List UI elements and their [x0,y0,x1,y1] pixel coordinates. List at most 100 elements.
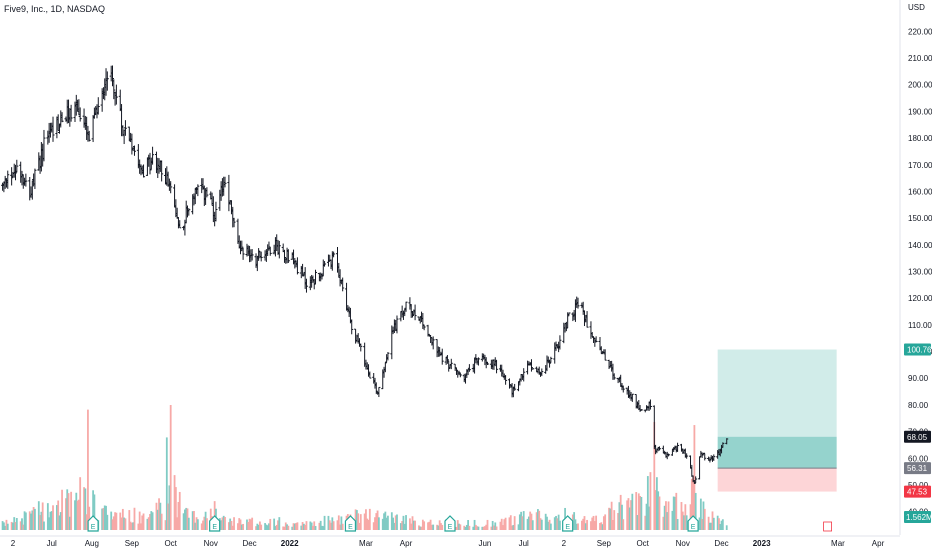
volume-bar [455,526,458,530]
volume-bar [508,517,511,530]
ohlc-bar [603,349,607,361]
volume-bar [202,520,204,530]
volume-bar [699,498,702,530]
volume-bar [591,517,594,530]
ohlc-bar [51,116,55,142]
volume-bar [159,502,162,530]
volume-bar [224,516,226,530]
volume-bar [517,524,520,530]
volume-bar [680,502,683,530]
volume-bar [368,508,371,530]
volume-bar [115,512,118,530]
earnings-marker[interactable]: E [209,515,221,532]
volume-bar [287,525,290,530]
volume-bar [302,523,305,530]
volume-bar [575,523,578,530]
ohlc-bar [277,240,281,259]
volume-bar [133,507,136,530]
volume-bar [535,512,538,530]
ohlc-bar [332,251,336,258]
ohlc-bar [445,355,449,364]
earnings-marker[interactable]: E [562,515,574,532]
volume-bar [474,524,477,530]
volume-bar [195,517,198,530]
ohlc-bar [457,370,461,376]
volume-bar [169,405,172,530]
ohlc-bar [721,442,725,448]
volume-bar [674,496,676,530]
volume-bar [419,526,422,530]
volume-bar [41,502,44,530]
volume-bar [393,522,396,530]
dividend-marker[interactable] [823,521,832,532]
long-position-tool[interactable] [717,349,837,492]
volume-bar [476,526,479,530]
volume-bar [176,517,179,530]
ohlc-bar [148,152,152,175]
volume-bar [1,521,4,530]
volume-bar [339,524,341,530]
earnings-marker[interactable]: E [87,515,99,532]
volume-bar [43,521,45,530]
volume-bar [384,511,387,530]
volume-bar [304,524,307,530]
ohlc-bar [223,176,227,188]
volume-bar [74,500,76,530]
volume-bar [85,514,88,530]
volume-bar [383,513,385,530]
position-target-zone [717,349,837,469]
earnings-marker[interactable]: E [444,515,456,532]
volume-bar [34,508,36,530]
volume-bar [658,496,661,530]
volume-bar [30,513,32,530]
ohlc-bar [612,373,616,380]
volume-bar [239,519,242,530]
volume-bar [385,517,388,530]
volume-bar [410,523,413,530]
volume-bar [529,511,532,530]
ohlc-bar [449,358,453,370]
symbol-title: Five9, Inc., 1D, NASDAQ [4,4,105,14]
ohlc-bar [286,249,290,263]
volume-bar [427,522,429,530]
ohlc-bar [476,357,480,366]
volume-bar [84,488,87,530]
price-axis[interactable]: 40.0050.0060.0070.0080.0090.00100.00110.… [899,0,932,535]
volume-bar [432,524,435,530]
volume-bar [268,523,270,530]
volume-bar [75,492,78,530]
volume-bar [19,521,22,530]
volume-bar [277,520,279,530]
volume-bar [429,519,432,530]
volume-bar [5,519,8,530]
ohlc-bar [114,84,118,105]
volume-bar [608,507,610,530]
volume-bar [140,523,142,530]
ohlc-bars [1,65,729,484]
price-tick-label: 130.00 [908,268,932,277]
time-tick-label: Nov [676,539,690,548]
volume-bar [409,518,411,530]
volume-bar [592,515,595,530]
volume-bar [491,520,494,530]
volume-bar [138,511,141,530]
price-tick-label: 140.00 [908,241,932,250]
earnings-marker[interactable]: E [344,515,357,532]
volume-label: 1.562M [906,513,932,522]
time-tick-label: Apr [400,539,413,548]
time-tick-label: 2023 [753,539,771,548]
ohlc-bar [383,362,387,373]
time-axis[interactable]: 2 Jul Aug Sep Oct Nov Dec 2022 Mar Apr Jun Jul 2 Sep O… [0,535,900,548]
ohlc-bar [142,164,146,178]
ohlc-bar [440,348,444,365]
volume-bar [160,513,163,530]
ohlc-bar [700,452,704,458]
volume-bar [142,513,145,530]
volume-bar [690,478,693,530]
volume-bar [387,515,389,530]
volume-bar [692,476,695,530]
volume-bar [196,519,199,530]
earnings-marker[interactable]: E [687,515,699,532]
